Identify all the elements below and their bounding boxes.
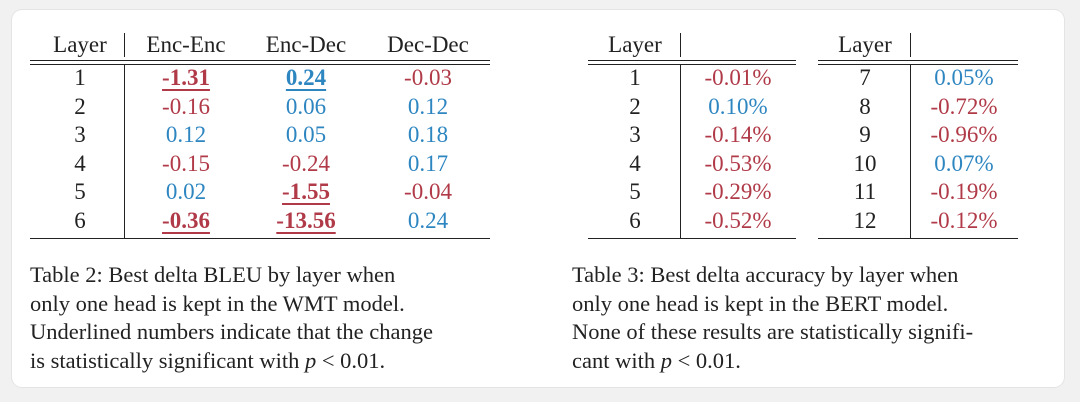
table3-value-cell: -0.14% — [704, 122, 772, 148]
table3-caption-threshold: < 0.01. — [671, 347, 741, 373]
table2-value-cell: 0.18 — [407, 122, 449, 148]
table2-header-enc-dec: Enc-Dec — [265, 32, 347, 57]
table3-layer-cell: 11 — [853, 179, 877, 205]
p-symbol: p — [304, 347, 317, 373]
table3-value-cell: -0.72% — [930, 93, 998, 119]
table3-value-cell: 0.07% — [934, 150, 994, 176]
table2-value-cell: 0.12 — [407, 93, 449, 119]
p-symbol: p — [660, 347, 672, 373]
table2-caption-line: only one head is kept in the WMT model. — [30, 290, 405, 316]
table2-layer-cell: 2 — [74, 93, 86, 119]
table3-left-top-rule-a — [588, 60, 796, 61]
table2-bottom-rule — [30, 238, 490, 239]
table3-value-cell: 0.10% — [708, 93, 768, 119]
table3-caption-line: Table 3: Best delta accuracy by layer wh… — [572, 262, 959, 287]
table3-layer-cell: 3 — [629, 122, 641, 148]
table2-header-divider — [124, 33, 125, 57]
table2-value-cell: -1.55 — [282, 179, 330, 205]
table3-value-cell: -0.52% — [704, 208, 772, 233]
table2-value-cell: -0.04 — [404, 179, 452, 205]
table2-layer-cell: 6 — [74, 208, 86, 233]
table2-caption-line: Table 2: Best delta BLEU by layer when — [30, 262, 396, 287]
table2-value-cell: -0.16 — [162, 93, 210, 119]
table2-value-cell: -0.36 — [162, 208, 210, 233]
table2-value-cell: -1.31 — [162, 65, 210, 90]
table3-caption-text: cant with — [572, 347, 661, 373]
table2-layer-cell: 3 — [74, 122, 86, 148]
table2-caption-line: Underlined numbers indicate that the cha… — [30, 319, 433, 344]
table2-value-cell: 0.17 — [407, 150, 449, 176]
table3-value-cell: -0.12% — [930, 208, 998, 233]
table3-layer-cell: 6 — [629, 208, 641, 233]
table3-layer-cell: 4 — [629, 150, 641, 176]
table3-value-cell: -0.53% — [704, 150, 772, 176]
table3-right-header-layer: Layer — [838, 32, 892, 57]
table3-value-cell: -0.01% — [704, 65, 772, 90]
table3-caption-line-last: cant with p < 0.01. — [572, 347, 973, 376]
table2-caption-text: is statistically significant with — [30, 347, 305, 373]
table2-top-rule-a — [30, 60, 490, 61]
table2-caption: Table 2: Best delta BLEU by layer when o… — [30, 261, 433, 375]
table2-header-dec-dec: Dec-Dec — [387, 32, 469, 57]
table2-top-rule-b — [30, 64, 490, 65]
table2-layer-cell: 5 — [74, 179, 86, 205]
table2-value-cell: -0.24 — [282, 150, 330, 176]
table3-left-bottom-rule — [588, 238, 796, 239]
table2-layer-cell: 1 — [74, 65, 86, 90]
table3-caption-line: None of these results are statistically … — [572, 319, 974, 344]
table3-value-cell: -0.29% — [704, 179, 772, 205]
table3-layer-cell: 5 — [629, 179, 641, 205]
table3-layer-cell: 8 — [859, 93, 871, 119]
table3-right-top-rule-b — [818, 64, 1018, 65]
table3-layer-cell: 12 — [853, 208, 877, 233]
table3-left-header-layer: Layer — [608, 32, 662, 57]
table3-layer-cell: 10 — [853, 150, 877, 176]
table2-value-cell: 0.12 — [165, 122, 207, 148]
table2-value-cell: 0.06 — [285, 93, 327, 119]
table2-value-cell: 0.24 — [407, 208, 449, 233]
table3-right-top-rule-a — [818, 60, 1018, 61]
table2-caption-line-last: is statistically significant with p < 0.… — [30, 347, 433, 376]
table3-value-cell: 0.05% — [934, 65, 994, 90]
table3-right-bottom-rule — [818, 238, 1018, 239]
table3-layer-cell: 9 — [859, 122, 871, 148]
table3-value-cell: -0.96% — [930, 122, 998, 148]
table2-value-cell: -13.56 — [276, 208, 336, 233]
paper-figure-card — [12, 10, 1064, 387]
table3-caption: Table 3: Best delta accuracy by layer wh… — [572, 261, 973, 375]
table2-value-cell: 0.24 — [285, 65, 327, 90]
table3-caption-line: only one head is kept in the BERT model. — [572, 290, 949, 316]
table2-header-enc-enc: Enc-Enc — [146, 32, 226, 57]
table2-value-cell: 0.02 — [165, 179, 207, 205]
table2-layer-cell: 4 — [74, 150, 86, 176]
table3-layer-cell: 1 — [629, 65, 641, 90]
table2-body-divider — [124, 64, 125, 238]
table3-left-top-rule-b — [588, 64, 796, 65]
table3-left-header-divider — [680, 33, 681, 57]
table3-left-body-divider — [680, 64, 681, 238]
table2-value-cell: 0.05 — [285, 122, 327, 148]
table2-caption-threshold: < 0.01. — [316, 347, 386, 373]
table2-header-layer: Layer — [53, 32, 107, 57]
table3-value-cell: -0.19% — [930, 179, 998, 205]
table3-layer-cell: 2 — [629, 93, 641, 119]
table2-value-cell: -0.15 — [162, 150, 210, 176]
table3-right-header-divider — [910, 33, 911, 57]
table2-value-cell: -0.03 — [404, 65, 452, 90]
table3-layer-cell: 7 — [859, 65, 871, 90]
table3-right-body-divider — [910, 64, 911, 238]
